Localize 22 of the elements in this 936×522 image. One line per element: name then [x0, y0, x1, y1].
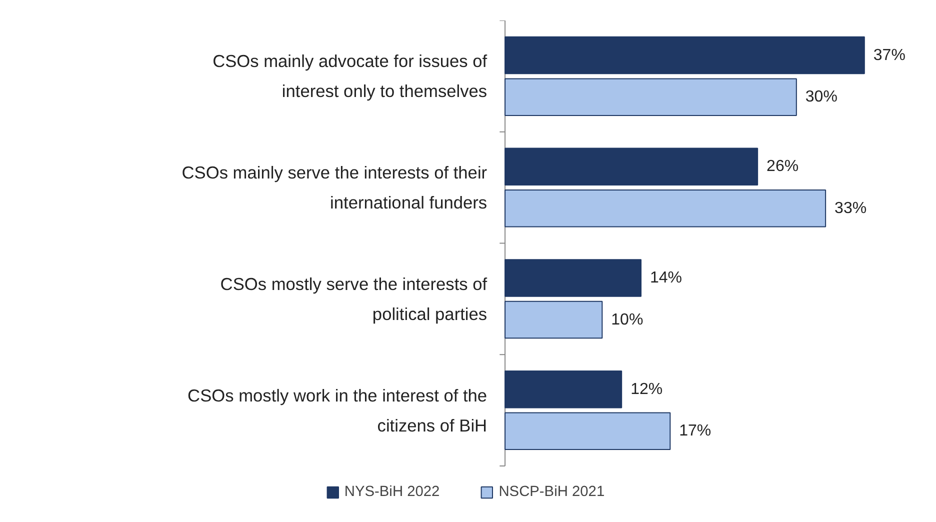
- bar: [504, 300, 603, 339]
- y-tick-label: CSOs mostly work in the interest of the citizens of BiH: [188, 385, 488, 436]
- data-label: 17%: [679, 422, 712, 440]
- y-tick-label: CSOs mainly advocate for issues of interest only to themselves: [212, 51, 488, 102]
- bar: [504, 148, 758, 186]
- data-label: 14%: [650, 270, 682, 287]
- data-label: 33%: [834, 200, 867, 217]
- bar: [504, 412, 671, 450]
- data-label: 30%: [805, 88, 838, 106]
- bar: [504, 259, 642, 297]
- legend-label: NYS-BiH 2022: [344, 484, 440, 500]
- bar: [504, 190, 826, 228]
- legend-label: NSCP-BiH 2021: [498, 484, 605, 500]
- data-label: 26%: [766, 158, 799, 176]
- data-label: 37%: [873, 46, 906, 64]
- data-label: 12%: [630, 380, 663, 398]
- data-label: 10%: [611, 311, 644, 328]
- bar: [504, 78, 797, 116]
- bar: [504, 36, 865, 74]
- bar: [504, 370, 622, 408]
- y-tick-label: CSOs mainly serve the interests of their international funders: [182, 162, 488, 213]
- y-tick-label: CSOs mostly serve the interests of political parties: [220, 274, 488, 324]
